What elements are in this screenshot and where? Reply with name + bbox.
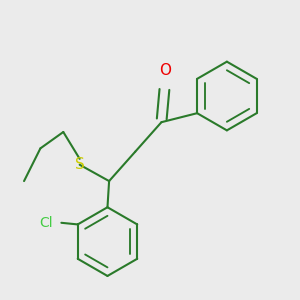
Text: S: S	[75, 157, 85, 172]
Text: O: O	[159, 63, 171, 78]
Text: Cl: Cl	[40, 216, 53, 230]
